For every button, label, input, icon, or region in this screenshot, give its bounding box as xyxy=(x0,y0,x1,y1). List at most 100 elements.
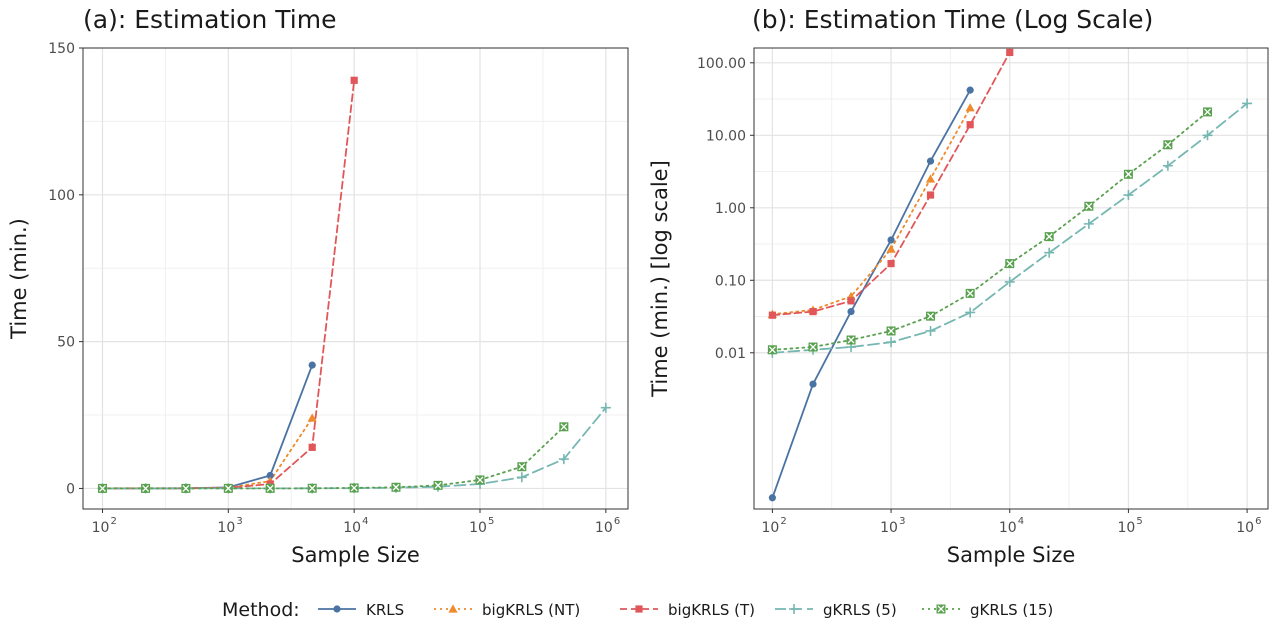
chart-title: (a): Estimation Time xyxy=(83,5,336,34)
legend-label-1: bigKRLS (NT) xyxy=(482,601,580,619)
series-4-point-cross xyxy=(887,327,895,335)
series-0-point xyxy=(847,307,855,316)
legend-key-marker-4-cross xyxy=(937,605,945,613)
x-tick-exponent: 3 xyxy=(236,516,242,527)
legend-key-marker-2 xyxy=(635,605,643,613)
series-3-point xyxy=(1162,160,1173,171)
y-tick-label: 0.10 xyxy=(715,273,746,289)
series-4-point-cross xyxy=(99,484,106,492)
x-axis-title: Sample Size xyxy=(947,543,1076,567)
series-0-point xyxy=(308,361,316,369)
y-tick-label: 150 xyxy=(48,41,75,57)
x-tick-exponent: 3 xyxy=(899,516,905,527)
series-4-point-cross xyxy=(1164,141,1172,149)
series-4-point-cross xyxy=(927,312,934,320)
x-tick-label: 10 xyxy=(1118,520,1136,536)
panel-border xyxy=(82,47,629,510)
y-tick-label: 0 xyxy=(66,481,75,497)
y-tick-label: 50 xyxy=(57,335,75,351)
series-4-point-cross xyxy=(1124,170,1132,178)
y-axis-title: Time (min.) xyxy=(7,218,31,340)
series-2-point xyxy=(887,259,895,268)
series-2-point xyxy=(926,191,935,199)
series-3-point xyxy=(558,454,569,465)
series-4-point-cross xyxy=(434,481,442,489)
series-2-point xyxy=(768,311,776,319)
series-3-point xyxy=(1044,247,1055,258)
x-tick-exponent: 2 xyxy=(780,516,786,527)
x-axis-title: Sample Size xyxy=(291,543,420,567)
series-line-4 xyxy=(101,425,565,490)
series-0-point xyxy=(768,494,776,502)
x-tick-label: 10 xyxy=(343,520,361,536)
chart-title: (b): Estimation Time (Log Scale) xyxy=(752,5,1153,34)
series-line-4 xyxy=(771,111,1209,351)
series-3-point xyxy=(965,307,976,318)
series-2-point xyxy=(308,443,316,451)
series-3-point xyxy=(600,402,611,413)
x-tick-label: 10 xyxy=(595,520,613,536)
legend: Method: KRLS bigKRLS (NT) bigKRLS (T) gKRLS … xyxy=(222,599,1053,621)
series-1-point xyxy=(886,244,896,253)
series-3-point xyxy=(1004,276,1015,287)
series-4-point-cross xyxy=(476,476,484,484)
series-0-point xyxy=(809,380,817,388)
series-3-point xyxy=(925,325,936,336)
x-tick-exponent: 6 xyxy=(1255,516,1261,527)
series-4-point-cross xyxy=(1006,260,1014,268)
series-0-point xyxy=(926,157,935,165)
legend-key-marker-3 xyxy=(789,604,799,614)
series-4-point-cross xyxy=(224,484,232,492)
series-line-1 xyxy=(101,417,314,490)
series-4-point-cross xyxy=(1045,233,1053,241)
series-4-point-cross xyxy=(350,484,358,492)
series-4-point-cross xyxy=(809,343,817,351)
y-tick-label: 10.00 xyxy=(706,128,746,144)
y-tick-label: 1.00 xyxy=(715,201,746,217)
x-tick-label: 10 xyxy=(880,520,898,536)
series-2-point xyxy=(966,121,974,129)
y-axis-title: Time (min.) [log scale] xyxy=(648,160,672,398)
series-4-point-cross xyxy=(1204,108,1211,116)
x-tick-exponent: 6 xyxy=(614,516,620,527)
x-tick-label: 10 xyxy=(761,520,779,536)
panel-border xyxy=(753,47,1269,510)
x-tick-label: 10 xyxy=(999,520,1017,536)
x-tick-exponent: 4 xyxy=(362,516,368,527)
series-0-point xyxy=(887,236,895,244)
series-4-point-cross xyxy=(560,423,568,431)
series-4-point-cross xyxy=(768,346,776,354)
x-tick-exponent: 2 xyxy=(110,516,116,527)
x-tick-exponent: 4 xyxy=(1018,516,1024,527)
series-4-point-cross xyxy=(142,484,150,492)
series-1-point xyxy=(965,103,975,112)
series-4-point-cross xyxy=(1085,202,1093,210)
x-tick-label: 10 xyxy=(1236,520,1254,536)
series-0-point xyxy=(266,471,274,480)
x-tick-label: 10 xyxy=(92,520,110,536)
series-4-point-cross xyxy=(847,336,855,344)
y-tick-label: 100.00 xyxy=(697,56,746,72)
series-3-point xyxy=(516,472,527,483)
series-4-point-cross xyxy=(966,289,974,297)
series-line-0 xyxy=(771,89,972,499)
legend-label-0: KRLS xyxy=(366,601,404,619)
legend-key-marker-0 xyxy=(333,605,341,613)
series-3-point xyxy=(1242,98,1253,109)
x-tick-label: 10 xyxy=(469,520,487,536)
series-line-1 xyxy=(771,106,972,316)
panel-b: 10 2 10 3 10 4 10 5 10 60.010.101.0010.00100.00(b… xyxy=(648,5,1269,567)
series-1-point xyxy=(925,174,936,183)
series-1-point xyxy=(307,413,317,422)
series-4-point-cross xyxy=(266,484,274,492)
legend-key-marker-1 xyxy=(448,604,458,613)
series-2-point xyxy=(847,297,855,305)
x-tick-exponent: 5 xyxy=(488,516,494,527)
series-2-point xyxy=(809,307,817,316)
series-4-point-cross xyxy=(308,484,316,492)
series-3-point xyxy=(1202,130,1213,141)
series-2-point xyxy=(350,76,358,84)
y-tick-label: 0.01 xyxy=(715,346,746,362)
